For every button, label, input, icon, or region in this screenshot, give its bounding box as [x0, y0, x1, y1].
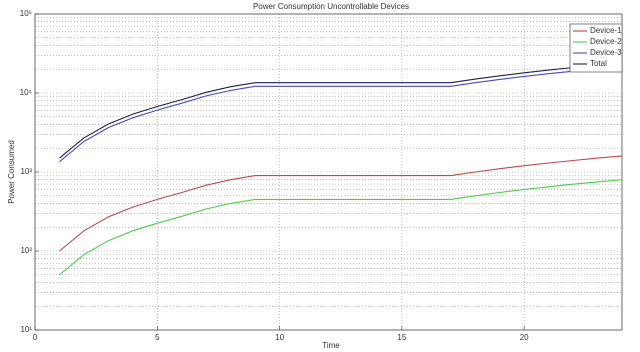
series-line: [59, 155, 623, 252]
series-line: [59, 179, 623, 276]
y-tick-label: 10¹: [20, 325, 32, 334]
y-tick-label: 10⁵: [20, 9, 32, 18]
plot-frame: [34, 13, 623, 331]
series-line: [59, 66, 623, 163]
x-axis-label: Time: [322, 341, 340, 350]
chart-title: Power Consumption Uncontrollable Devices: [253, 2, 409, 11]
y-axis-label: Power Consumed: [7, 140, 16, 204]
x-tick-label: 20: [520, 333, 529, 342]
x-tick-label: 10: [275, 333, 284, 342]
series-line: [59, 62, 623, 159]
legend-label: Device-1: [590, 26, 622, 35]
legend-label: Total: [590, 59, 607, 68]
y-tick-label: 10⁴: [20, 88, 33, 97]
y-tick-label: 10³: [20, 167, 32, 176]
legend-label: Device-3: [590, 48, 622, 57]
x-tick-label: 0: [33, 333, 38, 342]
x-tick-label: 5: [155, 333, 160, 342]
legend-label: Device-2: [590, 37, 622, 46]
y-tick-label: 10²: [20, 246, 32, 255]
x-tick-label: 15: [397, 333, 406, 342]
